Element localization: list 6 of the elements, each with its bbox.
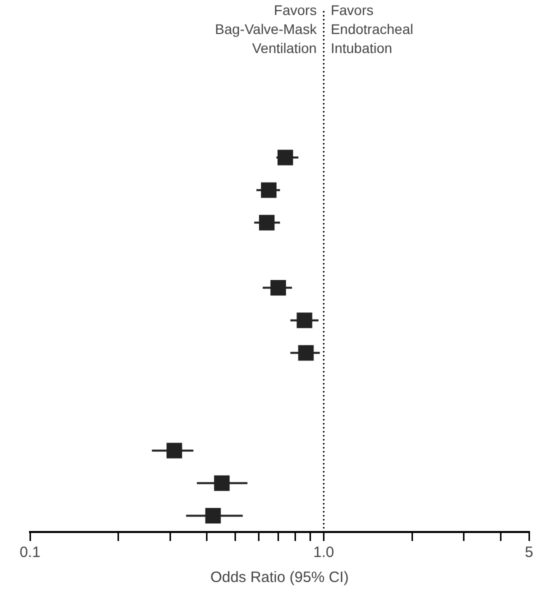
x-tick-label: 1.0 [313,544,334,562]
x-tick-label: 0.1 [20,544,40,562]
x-tick-label: 5 [524,544,534,562]
annotation: Favors Endotracheal Intubation [330,2,414,56]
x-axis-title: Odds Ratio (95% CI) [210,569,349,586]
annotation: Favors Bag-Valve-Mask Ventilation [215,2,318,56]
